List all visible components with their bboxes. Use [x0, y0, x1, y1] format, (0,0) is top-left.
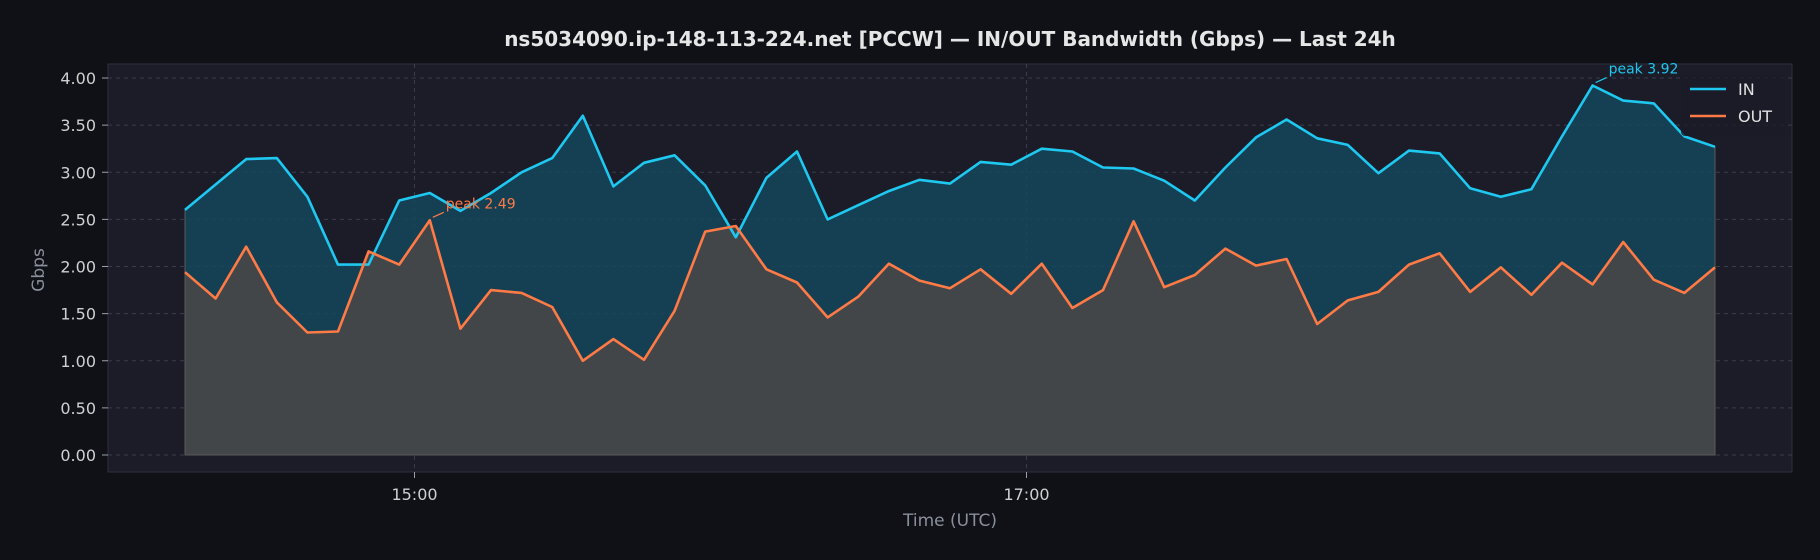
annotation-arrow [1595, 76, 1607, 84]
y-tick-label: 2.50 [60, 210, 96, 229]
line-out [184, 219, 1716, 363]
series-lines [184, 84, 1716, 363]
y-tick-label: 1.00 [60, 352, 96, 371]
x-tick-label: 17:00 [1003, 485, 1049, 504]
y-tick-label: 1.50 [60, 305, 96, 324]
annotation-arrow [432, 211, 445, 218]
legend-box [1681, 74, 1785, 136]
y-axis: 0.00 0.50 1.00 1.50 2.00 2.50 3.00 3.50 4.00 [60, 69, 108, 465]
y-tick-label: 3.00 [60, 163, 96, 182]
y-tick-label: 4.00 [60, 69, 96, 88]
chart-title: ns5034090.ip-148-113-224.net [PCCW] — IN… [504, 27, 1396, 51]
line-in [184, 84, 1716, 266]
annotation-label: peak 3.92 [1609, 62, 1679, 78]
annotations: peak 3.92 peak 2.49 [432, 62, 1679, 218]
y-axis-label: Gbps [29, 248, 49, 292]
y-tick-label: 0.50 [60, 399, 96, 418]
annotation-label: peak 2.49 [446, 196, 516, 212]
y-tick-label: 3.50 [60, 116, 96, 135]
y-tick-label: 0.00 [60, 446, 96, 465]
legend-label-in: IN [1738, 80, 1755, 99]
legend-label-out: OUT [1738, 107, 1772, 126]
y-tick-label: 2.00 [60, 258, 96, 277]
x-tick-label: 15:00 [391, 485, 437, 504]
x-axis-label: Time (UTC) [902, 511, 997, 531]
x-axis: 15:00 17:00 [391, 472, 1050, 504]
legend: IN OUT [1681, 74, 1785, 136]
